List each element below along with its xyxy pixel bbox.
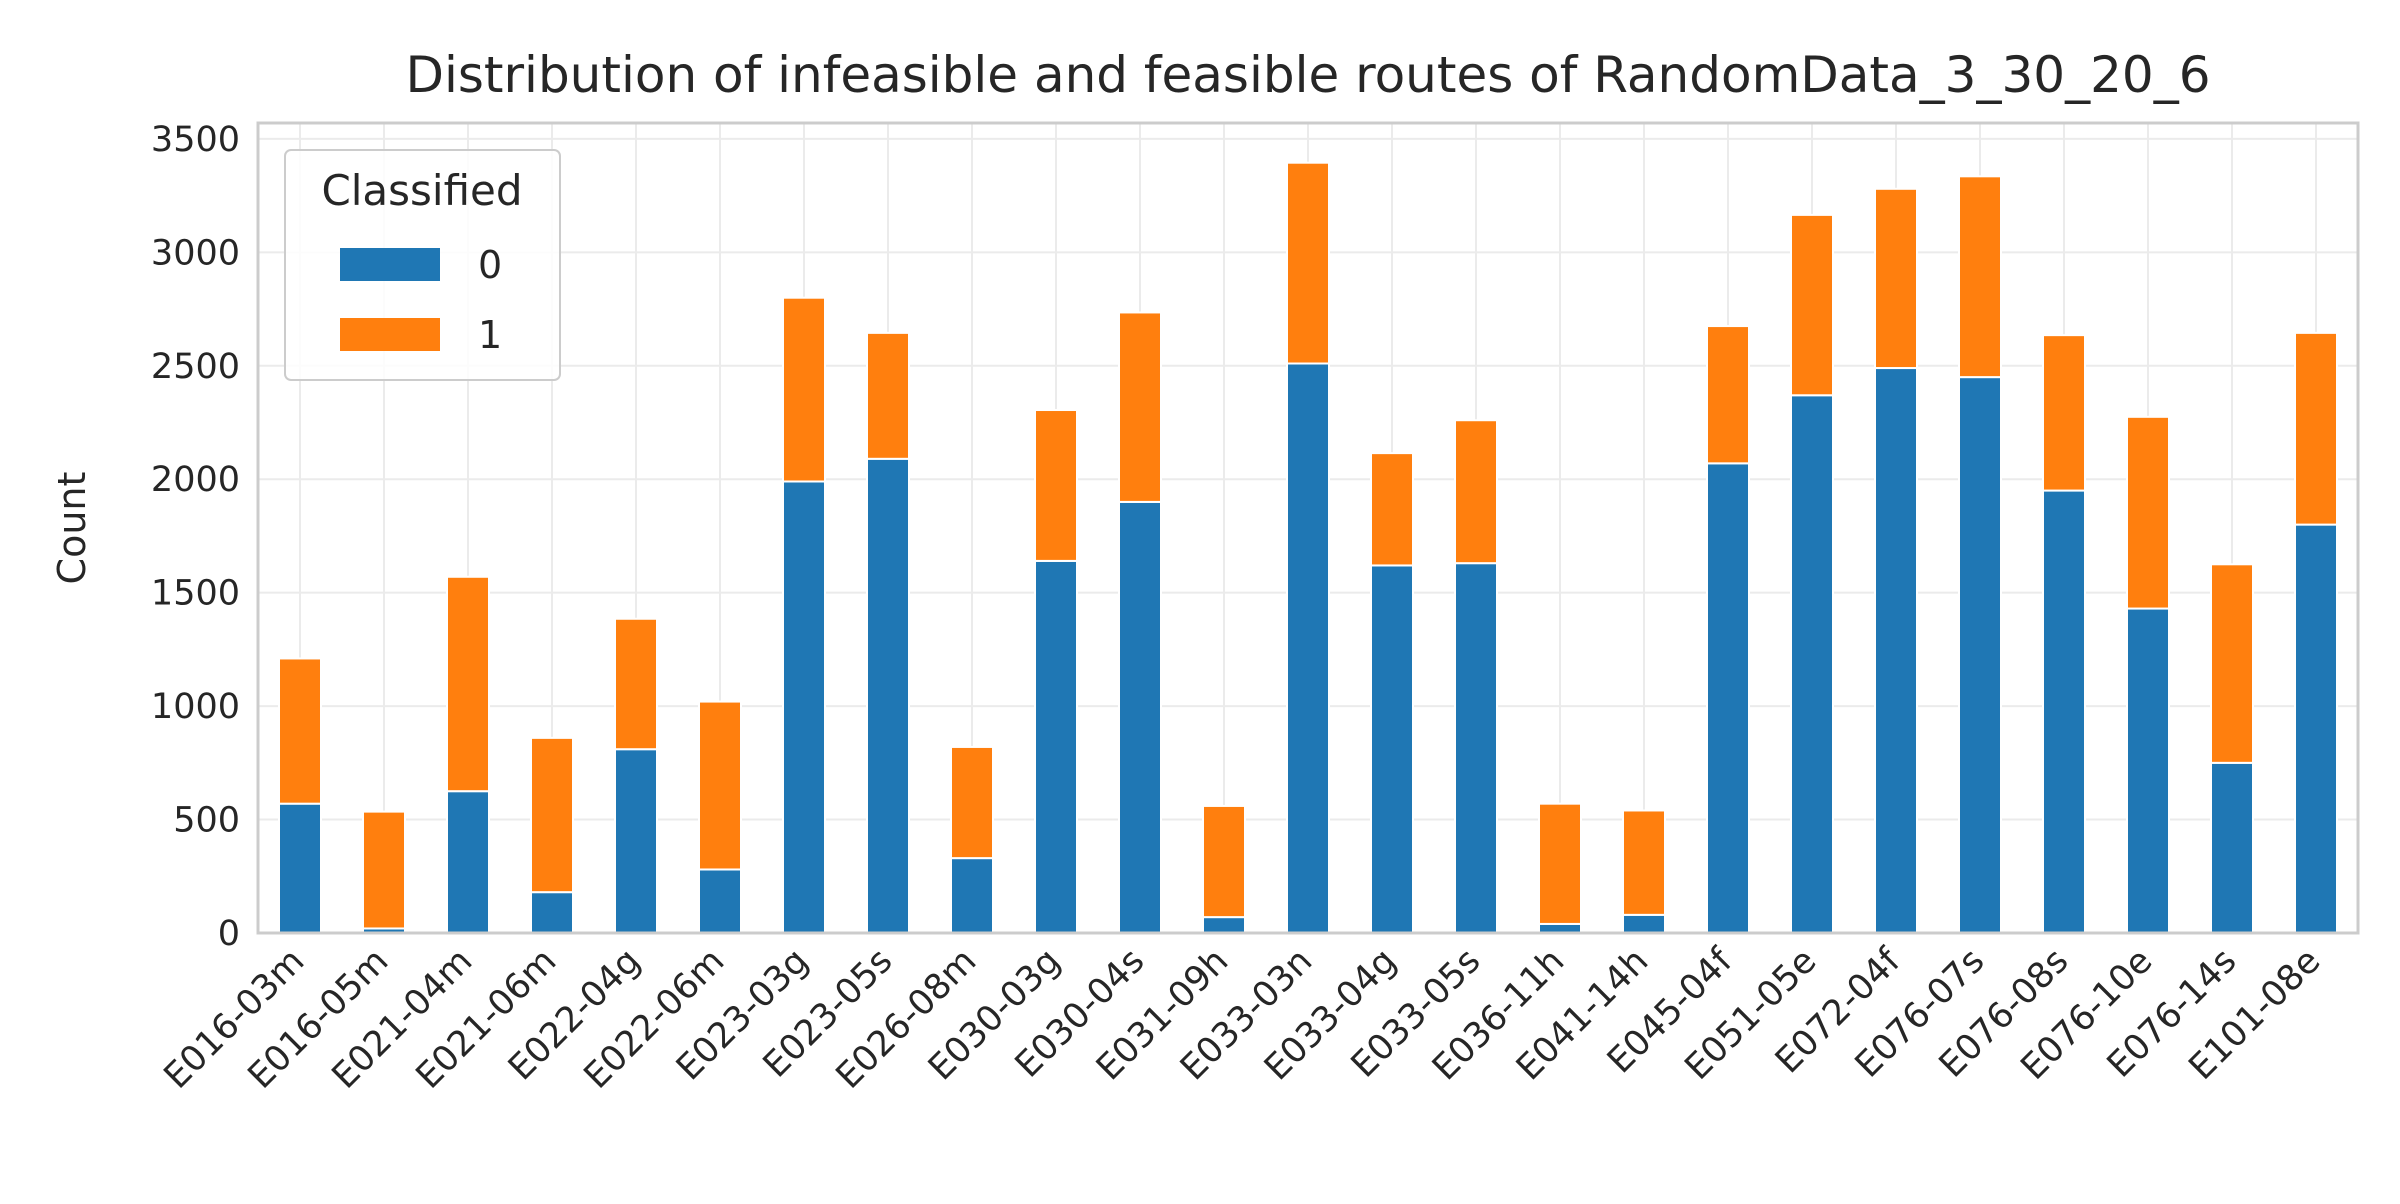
bar-series-0-E022-04g	[614, 748, 658, 935]
legend-swatch-1	[340, 318, 440, 351]
bar-series-1-E101-08e	[2294, 331, 2338, 526]
bar-series-1-E072-04f	[1874, 187, 1918, 370]
bar-series-0-E033-03n	[1286, 362, 1330, 934]
bar-series-0-E041-14h	[1622, 913, 1666, 935]
bar-series-1-E041-14h	[1622, 809, 1666, 916]
legend-items: 01	[340, 243, 502, 357]
legend-title: Classified	[321, 166, 522, 215]
y-tick-label: 1000	[151, 687, 240, 727]
bar-series-0-E076-08s	[2042, 489, 2086, 934]
bar-series-0-E076-10e	[2126, 607, 2170, 934]
bar-series-0-E076-14s	[2210, 761, 2254, 934]
legend-swatch-0	[340, 248, 440, 281]
bar-series-1-E023-03g	[782, 296, 826, 483]
bar-series-1-E033-04g	[1370, 452, 1414, 567]
bar-series-0-E045-04f	[1706, 462, 1750, 934]
bar-series-0-E026-08m	[950, 857, 994, 934]
y-axis-label: Count	[50, 472, 94, 585]
bar-series-1-E076-08s	[2042, 334, 2086, 492]
bar-series-0-E033-04g	[1370, 564, 1414, 934]
bar-series-0-E076-07s	[1958, 376, 2002, 934]
bar-series-1-E026-08m	[950, 745, 994, 860]
bar-series-0-E030-03g	[1034, 559, 1078, 934]
bar-series-0-E016-03m	[278, 802, 322, 934]
bar-series-0-E030-04s	[1118, 500, 1162, 934]
bar-series-1-E076-07s	[1958, 175, 2002, 379]
bar-series-0-E033-05s	[1454, 562, 1498, 935]
y-tick-label: 0	[218, 914, 240, 954]
y-tick-labels: 0 500 1000 1500 2000 2500 3000 3500	[151, 120, 240, 954]
bar-series-1-E076-14s	[2210, 563, 2254, 764]
bar-series-1-E022-06m	[698, 700, 742, 871]
legend-label-0: 0	[478, 243, 502, 287]
y-tick-label: 2500	[151, 347, 240, 387]
y-tick-label: 2000	[151, 460, 240, 500]
bar-series-0-E022-06m	[698, 868, 742, 934]
bar-series-1-E022-04g	[614, 617, 658, 751]
bar-series-1-E016-05m	[362, 810, 406, 930]
bar-series-0-E051-05e	[1790, 394, 1834, 934]
bar-series-1-E031-09h	[1202, 804, 1246, 919]
bar-series-1-E033-03n	[1286, 161, 1330, 365]
bar-series-0-E023-03g	[782, 480, 826, 934]
bar-series-1-E023-05s	[866, 331, 910, 460]
bar-series-1-E030-04s	[1118, 311, 1162, 503]
bar-series-0-E023-05s	[866, 457, 910, 934]
y-tick-label: 3500	[151, 120, 240, 160]
bar-series-1-E045-04f	[1706, 325, 1750, 465]
bar-series-1-E036-11h	[1538, 802, 1582, 925]
bar-series-1-E051-05e	[1790, 213, 1834, 397]
legend: Classified 01	[284, 149, 561, 381]
chart-title: Distribution of infeasible and feasible …	[405, 46, 2210, 104]
bar-series-1-E016-03m	[278, 657, 322, 805]
y-tick-label: 3000	[151, 233, 240, 273]
bar-series-0-E101-08e	[2294, 523, 2338, 934]
y-tick-label: 500	[173, 801, 240, 841]
bars	[278, 161, 2338, 935]
bar-series-0-E021-04m	[446, 790, 490, 935]
bar-series-0-E072-04f	[1874, 367, 1918, 935]
plot-frame	[256, 121, 2360, 935]
bar-series-0-E031-09h	[1202, 916, 1246, 935]
bar-series-1-E021-06m	[530, 736, 574, 894]
x-tick-labels: E016-03mE016-05mE021-04mE021-06mE022-04g…	[157, 941, 2329, 1097]
bar-series-1-E021-04m	[446, 575, 490, 793]
bar-series-1-E076-10e	[2126, 415, 2170, 610]
legend-label-1: 1	[478, 313, 502, 357]
bar-series-1-E030-03g	[1034, 409, 1078, 562]
bar-series-0-E021-06m	[530, 891, 574, 935]
bar-series-1-E033-05s	[1454, 419, 1498, 565]
y-tick-label: 1500	[151, 574, 240, 614]
